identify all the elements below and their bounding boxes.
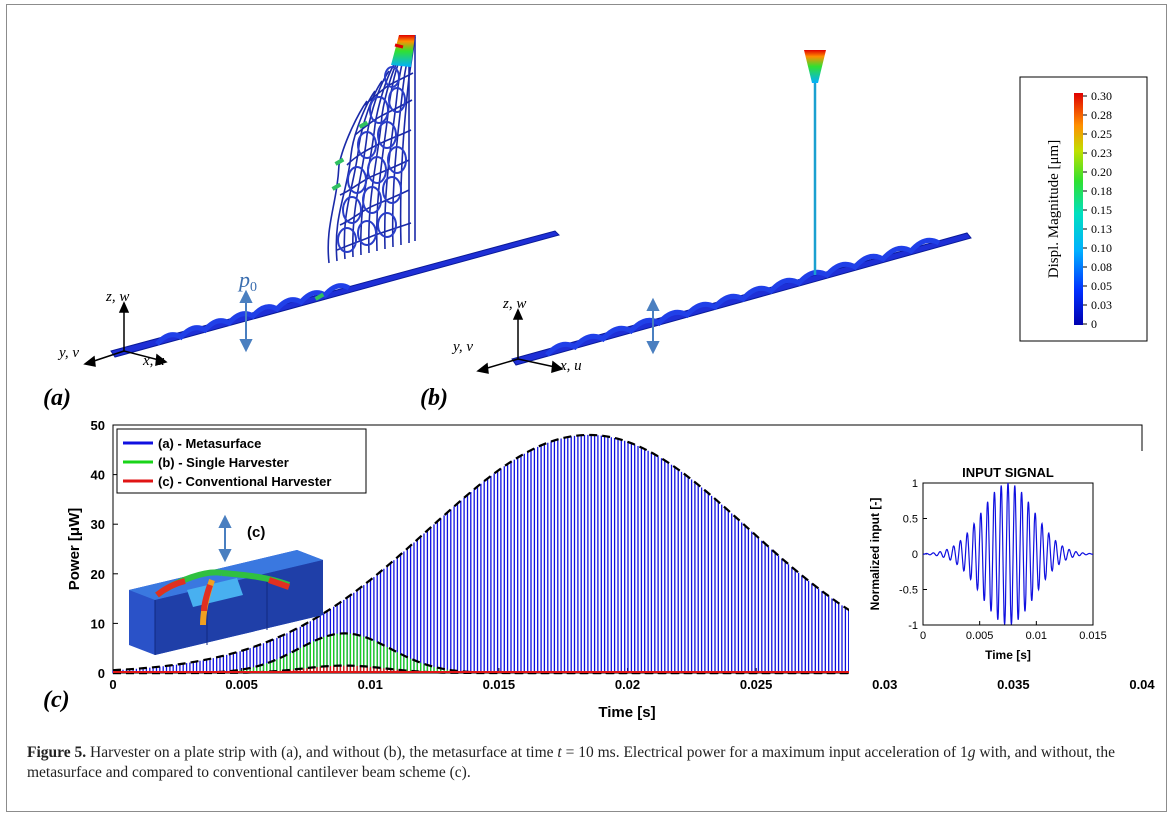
input-ytick-label: 0.5 xyxy=(903,514,918,526)
figure-canvas: z, w y, v x, u p0 (a) z, w y, v x, u xyxy=(43,35,1156,721)
panel-a-model: z, w y, v x, u p0 (a) xyxy=(43,35,560,411)
power-xtick-label: 0.04 xyxy=(1129,677,1155,692)
input-xtick-label: 0.005 xyxy=(966,630,994,642)
input-signal-title: INPUT SIGNAL xyxy=(962,465,1054,480)
power-xtick-label: 0 xyxy=(109,677,116,692)
single-harvester-tip xyxy=(804,50,826,83)
colorbar: Displ. Magnitude [μm] 0.300.280.250.230.… xyxy=(1019,76,1148,342)
figure-caption: Figure 5. Harvester on a plate strip wit… xyxy=(27,743,1157,783)
power-series-envelope xyxy=(112,433,1143,674)
panel-label-b: (b) xyxy=(420,385,448,411)
power-xtick-label: 0.02 xyxy=(615,677,640,692)
input-signal-inset: INPUT SIGNAL 0 0.005 0.01 0.01510.50-0.5-1 … xyxy=(849,451,1149,677)
input-ytick-label: -1 xyxy=(908,620,918,632)
strip-wave-a xyxy=(155,283,351,346)
colorbar-title: Displ. Magnitude [μm] xyxy=(1046,140,1062,278)
power-legend: (a) - Metasurface (b) - Single Harvester (… xyxy=(116,428,367,494)
input-xlabel: Time [s] xyxy=(985,648,1031,662)
input-xtick-label: 0.01 xyxy=(1026,630,1047,642)
metasurface-cells xyxy=(337,66,407,253)
caption-text-1: Harvester on a plate strip with (a), and… xyxy=(86,744,558,761)
power-xtick-label: 0.005 xyxy=(225,677,258,692)
input-xtick-label: 0 xyxy=(920,630,926,642)
axis-y-label-a: y, v xyxy=(57,345,79,361)
excitation-arrow-b xyxy=(646,297,660,355)
power-xtick-label: 0.03 xyxy=(872,677,897,692)
input-ytick-label: -0.5 xyxy=(899,585,918,597)
strip-wave-b xyxy=(545,237,941,357)
caption-math-g: g xyxy=(967,744,976,761)
colorbar-tick-label: 0.08 xyxy=(1091,260,1112,274)
power-ytick-label: 20 xyxy=(91,567,105,582)
colorbar-tick-label: 0.18 xyxy=(1091,184,1112,198)
colorbar-tick-label: 0.30 xyxy=(1091,89,1112,103)
axis-z-label-b: z, w xyxy=(502,296,526,312)
triad-b xyxy=(476,308,564,374)
colorbar-tick-label: 0.15 xyxy=(1091,203,1112,217)
input-xtick-label: 0.015 xyxy=(1079,630,1107,642)
input-axis-ticks: 0 0.005 0.01 0.015 1 0.5 0 -0.5 -1 xyxy=(899,478,1107,642)
legend-entry: (c) - Conventional Harvester xyxy=(158,474,331,489)
panel-b-model: z, w y, v x, u (b) xyxy=(420,50,972,411)
colorbar-tick-label: 0 xyxy=(1091,317,1097,331)
axis-y-label-b: y, v xyxy=(451,339,473,355)
power-xlabel: Time [s] xyxy=(598,704,655,721)
triad-a xyxy=(83,301,168,367)
colorbar-tick-label: 0.20 xyxy=(1091,165,1112,179)
colorbar-tick-label: 0.23 xyxy=(1091,146,1112,160)
power-xtick-label: 0.01 xyxy=(358,677,383,692)
input-signal-line xyxy=(923,482,1093,625)
input-series xyxy=(923,482,1093,625)
colorbar-ticks: 0.30 0.28 0.25 0.23 0.20 0.18 0.15 0.13 0.10 0.08… xyxy=(1083,89,1112,331)
power-ytick-label: 50 xyxy=(91,418,105,433)
power-ytick-label: 40 xyxy=(91,468,105,483)
input-ytick-label: 0 xyxy=(912,549,918,561)
caption-math-t: t xyxy=(557,744,562,761)
conventional-harvester-inset: (c) xyxy=(129,514,323,655)
input-ytick-label: 1 xyxy=(912,478,918,490)
inset-3d-label: (c) xyxy=(247,524,265,541)
caption-text-3: with, and without, the metasurface and c… xyxy=(27,744,1115,781)
panel-label-a: (a) xyxy=(43,385,71,411)
power-xtick-label: 0.025 xyxy=(740,677,773,692)
colorbar-tick-label: 0.13 xyxy=(1091,222,1112,236)
colorbar-tick-label: 0.10 xyxy=(1091,241,1112,255)
power-xtick-label: 0.035 xyxy=(997,677,1030,692)
power-axis-ticks: 0 0.005 0.01 0.015 0.02 0.025 0.03 0.035 0.04010… xyxy=(91,418,1156,692)
metasurface-tip-fans xyxy=(314,35,415,301)
colorbar-tick-label: 0.25 xyxy=(1091,127,1112,141)
input-ylabel: Normalized input [-] xyxy=(868,498,882,611)
power-xtick-label: 0.015 xyxy=(483,677,516,692)
power-ylabel: Power [μW] xyxy=(66,508,83,591)
caption-text-2: = 10 ms. Electrical power for a maximum … xyxy=(561,744,968,761)
power-ytick-label: 30 xyxy=(91,517,105,532)
power-ytick-label: 0 xyxy=(98,666,105,681)
colorbar-tick-label: 0.05 xyxy=(1091,279,1112,293)
colorbar-gradient xyxy=(1074,93,1083,325)
legend-entry: (a) - Metasurface xyxy=(158,436,261,451)
caption-label: Figure 5. xyxy=(27,744,87,761)
excitation-arrow-a xyxy=(239,289,253,353)
panel-label-c: (c) xyxy=(43,687,70,713)
figure-frame: z, w y, v x, u p0 (a) z, w y, v x, u xyxy=(6,4,1167,812)
axis-x-label-b: x, u xyxy=(559,358,582,374)
power-ytick-label: 10 xyxy=(91,616,105,631)
axis-x-label-a: x, u xyxy=(142,353,165,369)
axis-z-label-a: z, w xyxy=(105,289,129,305)
colorbar-tick-label: 0.03 xyxy=(1091,298,1112,312)
legend-entry: (b) - Single Harvester xyxy=(158,455,289,470)
colorbar-tick-label: 0.28 xyxy=(1091,108,1112,122)
force-label-a: p0 xyxy=(237,267,257,295)
